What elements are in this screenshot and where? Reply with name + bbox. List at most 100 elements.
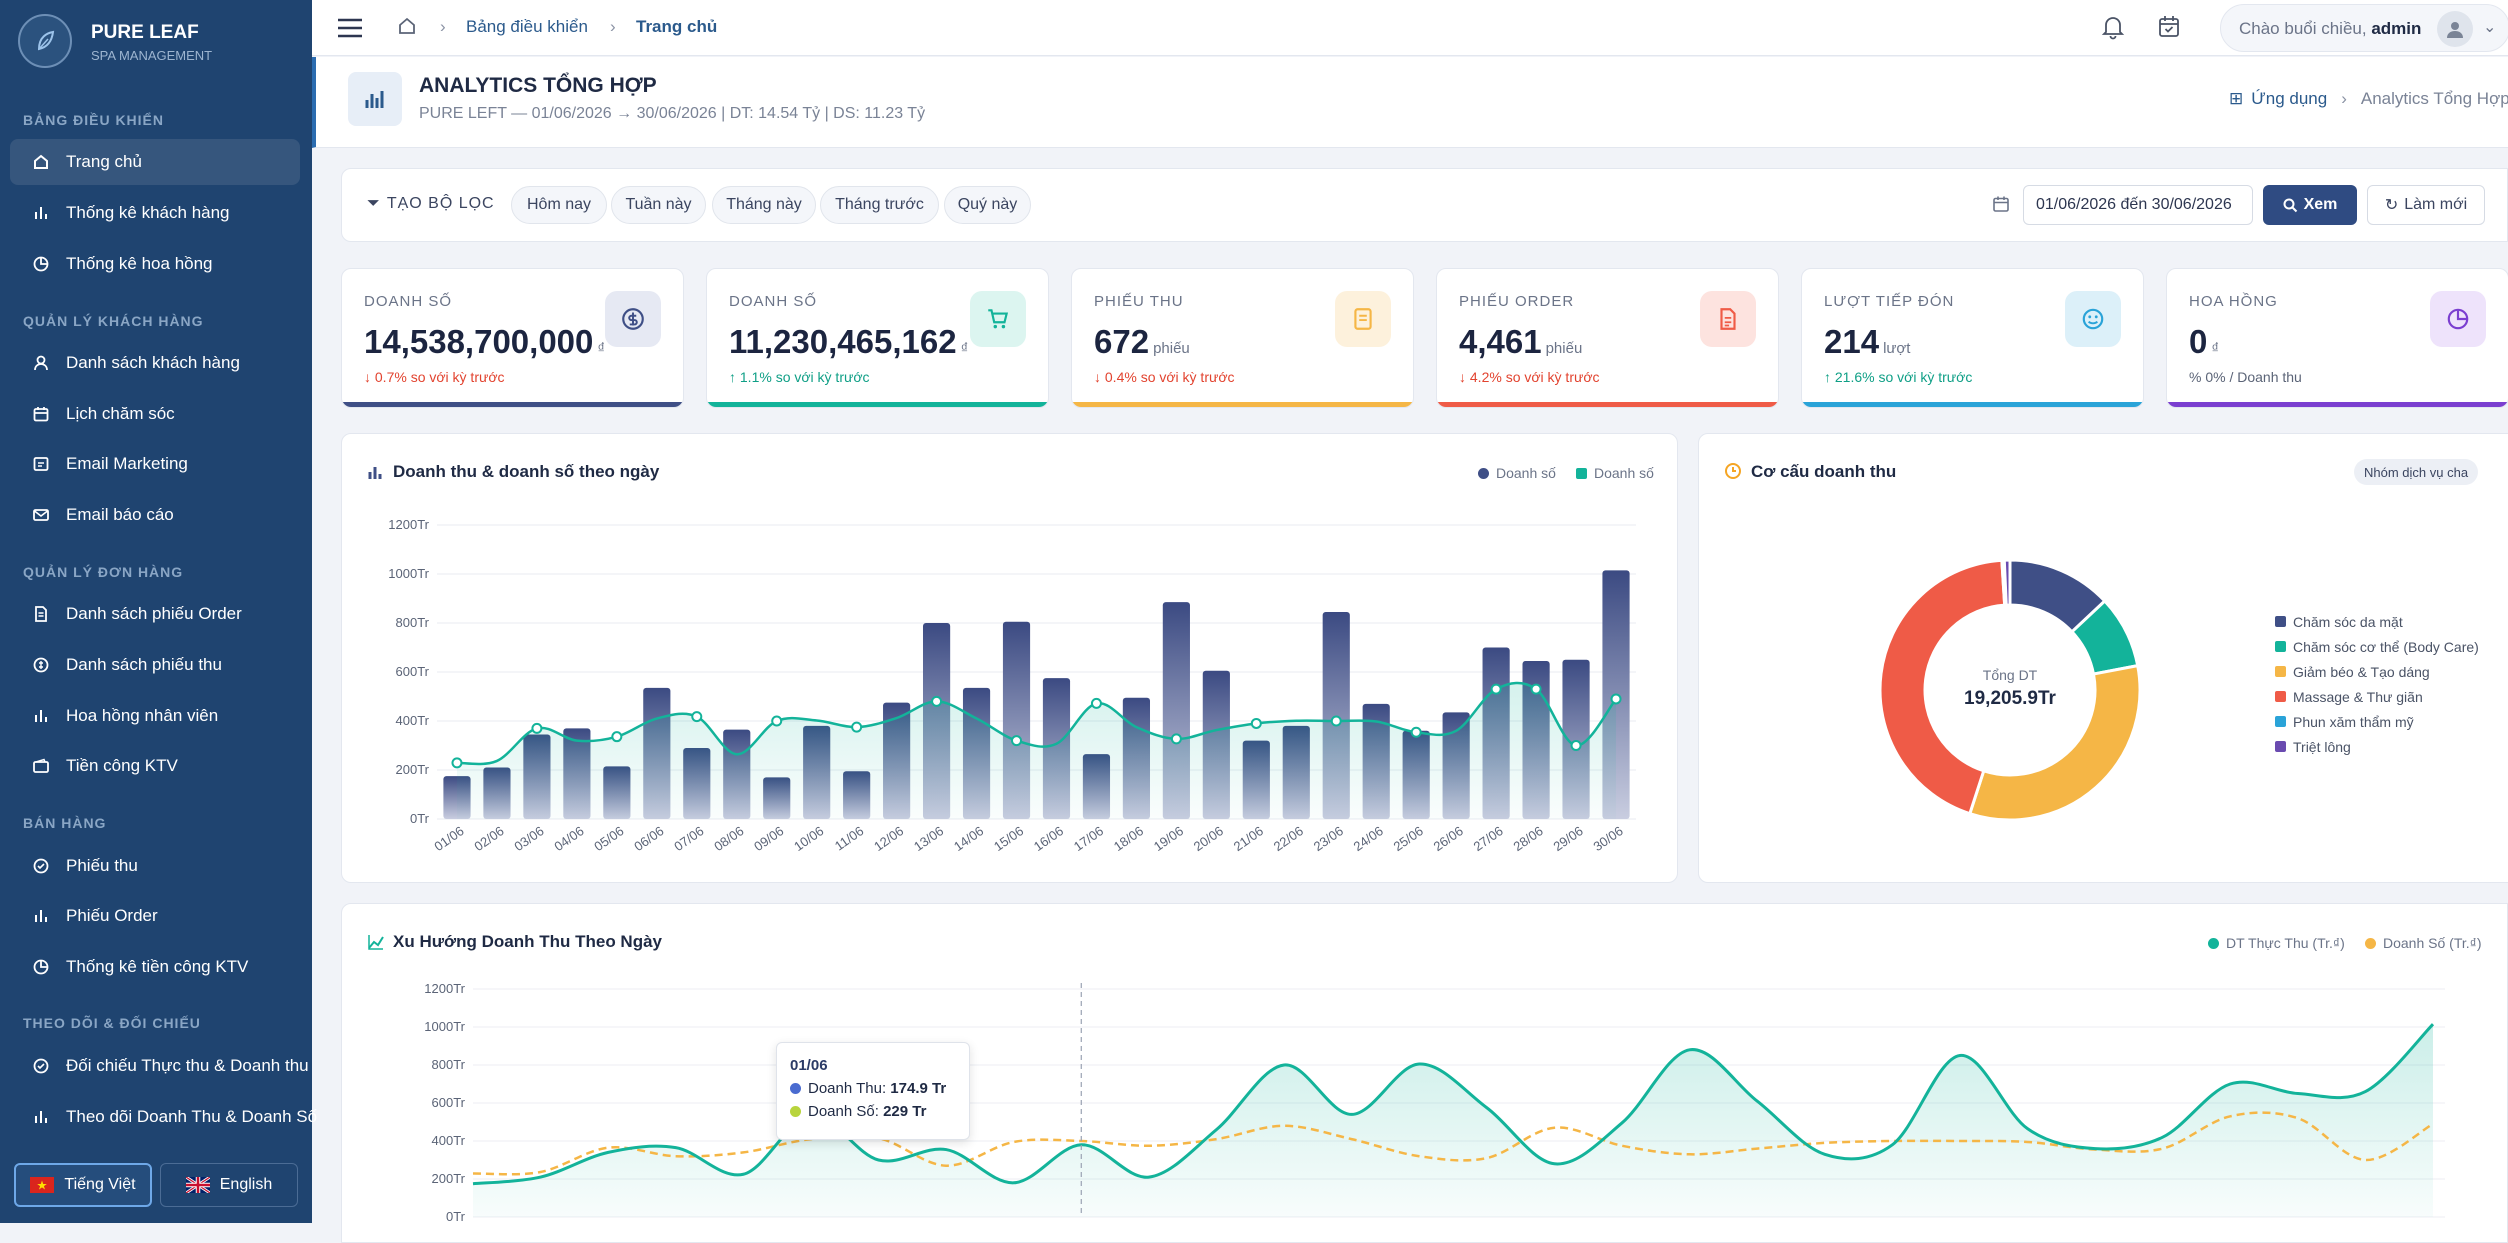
sidebar-item-order[interactable]: Phiếu Order bbox=[10, 893, 300, 939]
section-customers: QUẢN LÝ KHÁCH HÀNG bbox=[23, 313, 204, 329]
home-icon bbox=[34, 154, 48, 169]
section-dashboard: BẢNG ĐIỀU KHIỂN bbox=[23, 112, 165, 128]
y-tick-label: 400Tr bbox=[396, 713, 430, 728]
x-tick-label: 29/06 bbox=[1551, 823, 1586, 854]
donut-legend-item[interactable]: Triệt lông bbox=[2275, 734, 2479, 759]
x-tick-label: 03/06 bbox=[511, 823, 546, 854]
chip-this-week[interactable]: Tuần này bbox=[611, 186, 706, 224]
menu-toggle-icon[interactable] bbox=[336, 16, 364, 45]
sidebar-item-label: Thống kê hoa hồng bbox=[66, 254, 213, 273]
sidebar-item-staff-commission[interactable]: Hoa hồng nhân viên bbox=[10, 693, 300, 739]
y-tick-label: 800Tr bbox=[396, 615, 430, 630]
calendar-check-icon[interactable] bbox=[2157, 14, 2181, 45]
line-point bbox=[851, 721, 863, 733]
kpi-value: 0 ₫ bbox=[2189, 323, 2220, 360]
group-badge[interactable]: Nhóm dịch vụ cha bbox=[2354, 459, 2479, 485]
lang-en-button[interactable]: English bbox=[160, 1163, 298, 1207]
donut-legend-item[interactable]: Chăm sóc cơ thể (Body Care) bbox=[2275, 634, 2479, 659]
chart3-title: Xu Hướng Doanh Thu Theo Ngày bbox=[393, 932, 662, 951]
kpi-value: 672 phiếu bbox=[1094, 323, 1190, 360]
search-icon bbox=[2283, 198, 2297, 212]
x-tick-label: 04/06 bbox=[551, 823, 586, 854]
x-tick-label: 05/06 bbox=[591, 823, 626, 854]
vietnam-flag-icon bbox=[30, 1177, 55, 1193]
y-tick-label: 600Tr bbox=[432, 1095, 466, 1110]
user-menu[interactable]: Chào buổi chiều, admin ⌄ bbox=[2220, 4, 2508, 52]
sidebar-item-label: Phiếu Order bbox=[66, 906, 158, 925]
sidebar-item-label: Lịch chăm sóc bbox=[66, 404, 175, 423]
breadcrumb-dashboard[interactable]: Bảng điều khiển bbox=[466, 17, 588, 36]
page-subtitle: PURE LEFT — 01/06/2026 → 30/06/2026 | DT… bbox=[419, 105, 926, 122]
bar-chart-icon bbox=[35, 1111, 47, 1123]
chip-this-month[interactable]: Tháng này bbox=[712, 186, 816, 224]
donut-slice bbox=[1967, 663, 2142, 822]
x-tick-label: 16/06 bbox=[1031, 823, 1066, 854]
sidebar-item-reconcile[interactable]: Đối chiếu Thực thu & Doanh thu bbox=[10, 1043, 309, 1089]
daily-revenue-chart: 0Tr 200Tr 400Tr 600Tr 800Tr 1000Tr 1200Tr 01/06… bbox=[388, 517, 1636, 854]
kpi-change: % 0% / Doanh thu bbox=[2189, 369, 2302, 385]
calendar-icon bbox=[33, 407, 49, 422]
filter-icon: ⏷ bbox=[367, 195, 381, 212]
donut-legend-item[interactable]: Phun xăm thẩm mỹ bbox=[2275, 709, 2479, 734]
line-point bbox=[531, 722, 543, 734]
calendar-icon bbox=[1992, 195, 2010, 218]
sidebar-item-label: Tiền công KTV bbox=[66, 756, 178, 775]
legend-swatch bbox=[2275, 666, 2286, 677]
refresh-icon: ↻ bbox=[2384, 197, 2399, 214]
kpi-change: ↑ 21.6% so với kỳ trước bbox=[1824, 369, 1973, 385]
legend-swatch bbox=[2275, 616, 2286, 627]
user-icon bbox=[34, 355, 48, 371]
brand[interactable]: PURE LEAF SPA MANAGEMENT bbox=[18, 14, 212, 68]
view-button[interactable]: Xem bbox=[2263, 185, 2357, 225]
sidebar-item-label: Theo dõi Doanh Thu & Doanh Số bbox=[66, 1107, 318, 1126]
legend-bar-series: Doanh số bbox=[1478, 465, 1556, 481]
donut-legend-item[interactable]: Massage & Thư giãn bbox=[2275, 684, 2479, 709]
legend-label: Phun xăm thẩm mỹ bbox=[2293, 713, 2414, 730]
kpi-label: DOANH SỐ bbox=[364, 293, 453, 310]
kpi-label: HOA HỒNG bbox=[2189, 293, 2278, 310]
sidebar-item-customer-list[interactable]: Danh sách khách hàng bbox=[10, 340, 300, 386]
refresh-button[interactable]: ↻ Làm mới bbox=[2367, 185, 2485, 225]
check-circle-icon bbox=[33, 1058, 49, 1074]
bell-icon[interactable] bbox=[2101, 14, 2125, 45]
x-tick-label: 26/06 bbox=[1431, 823, 1466, 854]
kpi-label: PHIẾU ORDER bbox=[1459, 293, 1575, 310]
reception-icon bbox=[2065, 291, 2121, 347]
avatar bbox=[2437, 11, 2473, 47]
sidebar-item-ktv-wages[interactable]: Tiền công KTV bbox=[10, 743, 300, 789]
sidebar-item-commission-stats[interactable]: Thống kê hoa hồng bbox=[10, 241, 300, 287]
kpi-card: DOANH SỐ 11,230,465,162 ₫ ↑ 1.1% so với k… bbox=[706, 268, 1049, 408]
date-range-input[interactable]: 01/06/2026 đến 30/06/2026 bbox=[2023, 185, 2253, 225]
sidebar-item-customer-stats[interactable]: Thống kê khách hàng bbox=[10, 190, 300, 236]
x-tick-label: 22/06 bbox=[1271, 823, 1306, 854]
breadcrumb-home[interactable]: Trang chủ bbox=[636, 17, 718, 36]
lang-vi-button[interactable]: Tiếng Việt bbox=[14, 1163, 152, 1207]
legend-label: Giảm béo & Tạo dáng bbox=[2293, 663, 2430, 680]
sidebar-item-home[interactable]: Trang chủ bbox=[10, 139, 300, 185]
chip-this-quarter[interactable]: Quý này bbox=[944, 186, 1031, 224]
sidebar-item-email-report[interactable]: Email báo cáo bbox=[10, 492, 300, 538]
line-point bbox=[1330, 715, 1342, 727]
chip-last-month[interactable]: Tháng trước bbox=[820, 186, 939, 224]
sidebar-item-order-list[interactable]: Danh sách phiếu Order bbox=[10, 591, 300, 637]
pie-chart-icon bbox=[33, 256, 49, 272]
clock-pie-icon bbox=[1724, 462, 1742, 485]
donut-legend-item[interactable]: Chăm sóc da mặt bbox=[2275, 609, 2479, 634]
sidebar-item-receipt[interactable]: Phiếu thu bbox=[10, 843, 300, 889]
x-tick-label: 19/06 bbox=[1151, 823, 1186, 854]
lang-en-label: English bbox=[219, 1176, 273, 1193]
sidebar-item-receipt-list[interactable]: Danh sách phiếu thu bbox=[10, 642, 300, 688]
donut-legend-item[interactable]: Giảm béo & Tạo dáng bbox=[2275, 659, 2479, 684]
bar-chart-icon bbox=[35, 207, 47, 219]
sidebar-item-ktv-wage-stats[interactable]: Thống kê tiền công KTV bbox=[10, 944, 300, 990]
header-breadcrumb-apps[interactable]: Ứng dụng bbox=[2251, 89, 2328, 108]
sidebar-item-label: Danh sách khách hàng bbox=[66, 353, 240, 372]
chip-today[interactable]: Hôm nay bbox=[511, 186, 607, 224]
sidebar-item-revenue-tracking[interactable]: Theo dõi Doanh Thu & Doanh Số bbox=[10, 1094, 317, 1140]
home-icon[interactable] bbox=[397, 16, 417, 41]
y-tick-label: 1200Tr bbox=[424, 981, 465, 996]
y-tick-label: 800Tr bbox=[432, 1057, 466, 1072]
sidebar-item-email-marketing[interactable]: Email Marketing bbox=[10, 441, 300, 487]
header-breadcrumb-current: Analytics Tổng Hợp bbox=[2360, 89, 2508, 108]
sidebar-item-care-schedule[interactable]: Lịch chăm sóc bbox=[10, 391, 300, 437]
